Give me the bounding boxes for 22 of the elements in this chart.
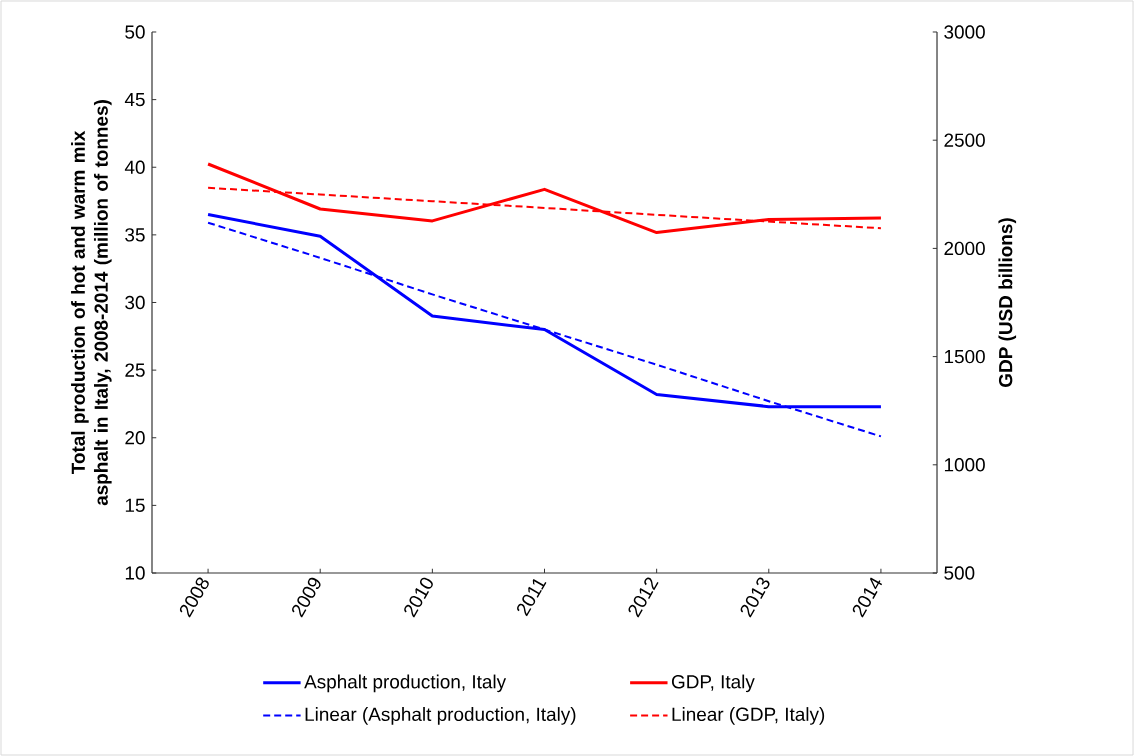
y-tick-label: 25 — [125, 363, 145, 377]
y2-tick-label: 500 — [944, 566, 975, 580]
y2-axis-title: GDP (USD billions) — [998, 218, 1017, 387]
y2-tick-label: 1500 — [944, 349, 985, 364]
legend-label: Linear (Asphalt production, Italy) — [305, 707, 576, 725]
legend-label: Asphalt production, Italy — [304, 674, 507, 693]
line-series — [206, 162, 883, 235]
y-axis-title: Total production of hot and warm mix asphalt in Italy, 2008-2014 (million of tonnes) — [71, 100, 112, 506]
y-tick-label: 35 — [125, 228, 145, 242]
y-tick-label: 50 — [125, 25, 145, 39]
y2-tick-label: 2500 — [944, 133, 985, 147]
y-tick-label: 40 — [124, 160, 145, 174]
legend-label: GDP, Italy — [671, 674, 755, 693]
y-tick-label: 10 — [125, 566, 145, 580]
legend-label: Linear (GDP, Italy) — [672, 707, 825, 725]
y-tick-label: 20 — [125, 431, 145, 445]
y-tick-label: 45 — [124, 93, 145, 107]
y-tick-label: 15 — [125, 498, 145, 512]
y2-tick-label: 2000 — [944, 241, 985, 256]
y-tick-label: 30 — [125, 295, 145, 310]
y2-tick-label: 3000 — [944, 25, 985, 39]
y2-tick-label: 1000 — [944, 458, 985, 472]
